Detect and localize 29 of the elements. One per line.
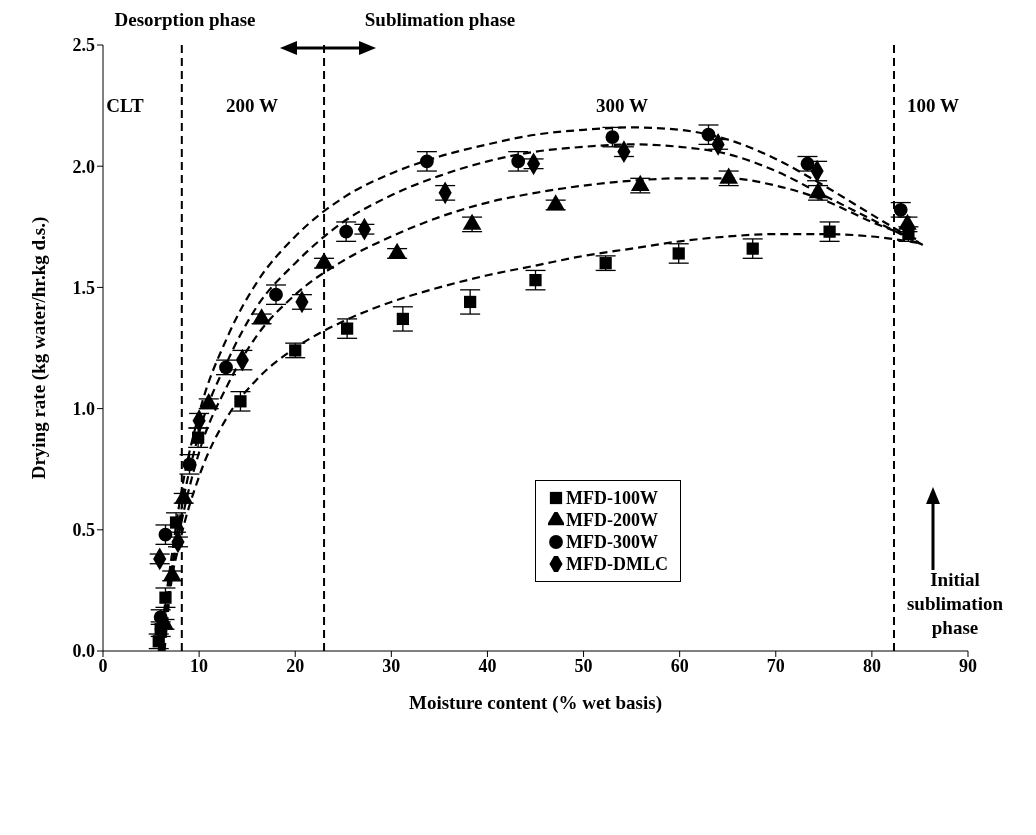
x-tick-label: 40 <box>478 655 497 676</box>
y-axis-title: Drying rate (kg water/hr.kg d.s.) <box>27 216 50 480</box>
text: Sublimation phase <box>364 8 516 32</box>
y-tick-label: 1.5 <box>72 277 95 298</box>
annotation: 300 W <box>596 94 648 118</box>
annotation: Initial sublimation phase <box>905 568 1005 640</box>
y-tick-label: 2.5 <box>72 35 95 56</box>
legend-label: MFD-200W <box>566 509 658 531</box>
x-tick-label: 50 <box>574 655 593 676</box>
x-axis-title: Moisture content (% wet basis) <box>409 692 662 715</box>
text: Desorption phase <box>114 8 256 32</box>
x-tick-label: 70 <box>766 655 785 676</box>
x-tick-label: 10 <box>190 655 209 676</box>
annotation: 200 W <box>226 94 278 118</box>
legend-label: MFD-300W <box>566 531 658 553</box>
x-tick-label: 60 <box>670 655 689 676</box>
y-tick-label: 1.0 <box>72 398 95 419</box>
legend-label: MFD-DMLC <box>566 553 668 575</box>
y-tick-label: 2.0 <box>72 156 95 177</box>
x-tick-label: 90 <box>959 655 977 676</box>
y-tick-label: 0.0 <box>72 641 95 662</box>
annotation: CLT <box>106 94 144 118</box>
y-tick-label: 0.5 <box>72 520 95 541</box>
x-tick-label: 20 <box>286 655 305 676</box>
x-tick-label: 30 <box>382 655 401 676</box>
x-tick-label: 0 <box>98 655 108 676</box>
x-tick-label: 80 <box>862 655 881 676</box>
legend-label: MFD-100W <box>566 487 658 509</box>
annotation: 100 W <box>907 94 959 118</box>
